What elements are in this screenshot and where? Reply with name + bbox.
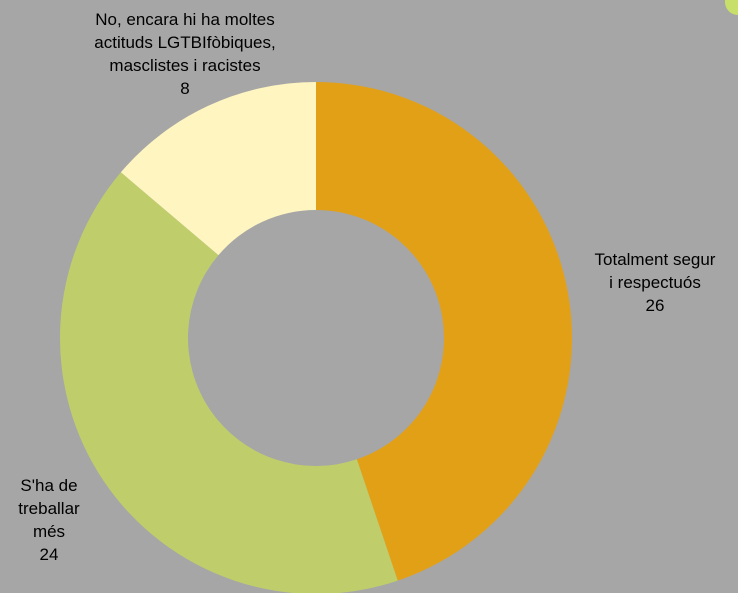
corner-accent-shape: [725, 0, 738, 15]
donut-slice-1: [60, 172, 398, 593]
slice-label-line: treballar: [18, 499, 80, 518]
slice-label-actituds: No, encara hi ha moltes actituds LGTBIfò…: [40, 8, 330, 100]
donut-slices: [60, 82, 572, 593]
slice-value: 26: [645, 296, 665, 315]
slice-label-line: S'ha de: [20, 476, 78, 495]
slice-label-line: més: [32, 522, 66, 541]
slice-label-totalment-segur: Totalment segur i respectuós 26: [572, 248, 738, 317]
slice-label-line: No, encara hi ha moltes: [95, 10, 275, 29]
slice-label-treballar-mes: S'ha de treballar més 24: [0, 474, 98, 566]
donut-slice-2: [120, 82, 317, 256]
slice-label-line: i respectuós: [609, 273, 701, 292]
slice-value: 8: [180, 79, 190, 98]
slice-label-line: masclistes i racistes: [109, 56, 261, 75]
slice-label-line: actituds LGTBIfòbiques,: [94, 33, 276, 52]
slice-value: 24: [39, 545, 59, 564]
donut-slice-0: [316, 82, 572, 581]
slice-label-line: Totalment segur: [594, 250, 716, 269]
